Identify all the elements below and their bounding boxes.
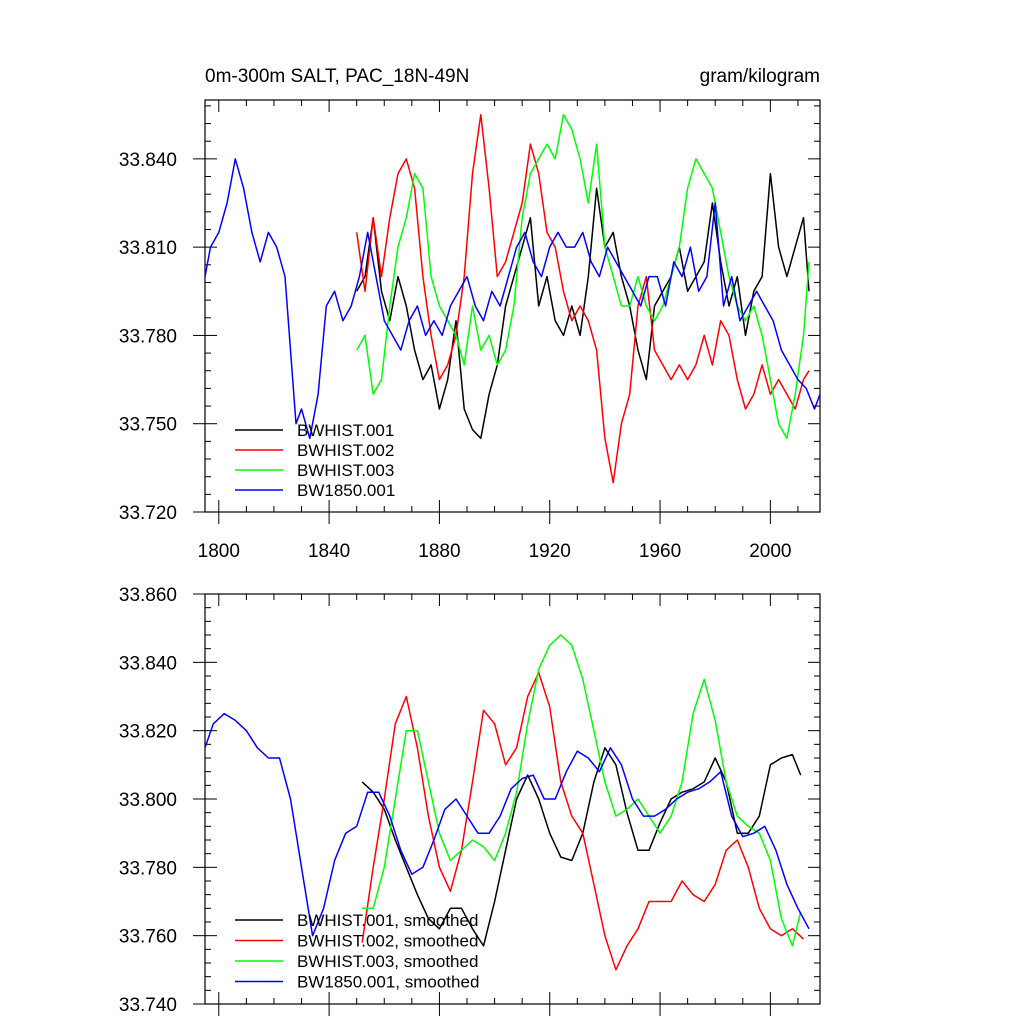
- y-tick-label: 33.800: [119, 790, 177, 811]
- series-line: [356, 113, 810, 440]
- top-title: 0m-300m SALT, PAC_18N-49N: [205, 66, 469, 87]
- bottom-series-lines: [204, 634, 810, 971]
- legend-label: BWHIST.001: [297, 421, 394, 440]
- x-tick-label: 1960: [639, 541, 681, 562]
- series-line: [355, 113, 810, 484]
- top-series-lines: [204, 113, 821, 484]
- y-tick-label: 33.720: [119, 503, 177, 524]
- y-tick-label: 33.780: [119, 326, 177, 347]
- x-tick-label: 1880: [418, 541, 460, 562]
- legend-label: BW1850.001: [297, 481, 395, 500]
- y-tick-label: 33.810: [119, 238, 177, 259]
- series-line: [204, 712, 810, 937]
- bottom-axes: 33.740 33.760 33.780 33.800 33.820 33.840 33.8…: [119, 585, 820, 1016]
- y-tick-label: 33.860: [119, 585, 177, 606]
- top-axes: 1800 1840 1880 1920 1960 2000 33.720 33.750 33.7…: [119, 100, 820, 562]
- legend-label: BWHIST.001, smoothed: [297, 911, 478, 930]
- legend-label: BW1850.001, smoothed: [297, 973, 479, 992]
- legend-label: BWHIST.002: [297, 441, 394, 460]
- series-line: [204, 158, 821, 440]
- y-tick-label: 33.740: [119, 995, 177, 1016]
- legend-label: BWHIST.003: [297, 461, 394, 480]
- legend-label: BWHIST.003, smoothed: [297, 952, 478, 971]
- series-line: [362, 634, 802, 947]
- bottom-legend: BWHIST.001, smoothed BWHIST.002, smoothed…: [235, 911, 479, 992]
- legend-label: BWHIST.002, smoothed: [297, 932, 478, 951]
- top-plot-frame: [204, 99, 821, 513]
- y-tick-label: 33.780: [119, 858, 177, 879]
- y-tick-label: 33.820: [119, 722, 177, 743]
- series-line: [361, 671, 805, 971]
- x-tick-label: 2000: [749, 541, 791, 562]
- y-tick-label: 33.840: [119, 653, 177, 674]
- y-tick-label: 33.750: [119, 415, 177, 436]
- top-panel: 0m-300m SALT, PAC_18N-49N gram/kilogram …: [119, 66, 821, 562]
- x-tick-label: 1840: [308, 541, 350, 562]
- bottom-panel: 33.740 33.760 33.780 33.800 33.820 33.840 33.8…: [119, 585, 821, 1016]
- series-line: [356, 172, 810, 440]
- x-tick-label: 1920: [529, 541, 571, 562]
- x-tick-label: 1800: [198, 541, 240, 562]
- y-tick-label: 33.760: [119, 927, 177, 948]
- top-units: gram/kilogram: [700, 66, 820, 87]
- y-tick-label: 33.840: [119, 150, 177, 171]
